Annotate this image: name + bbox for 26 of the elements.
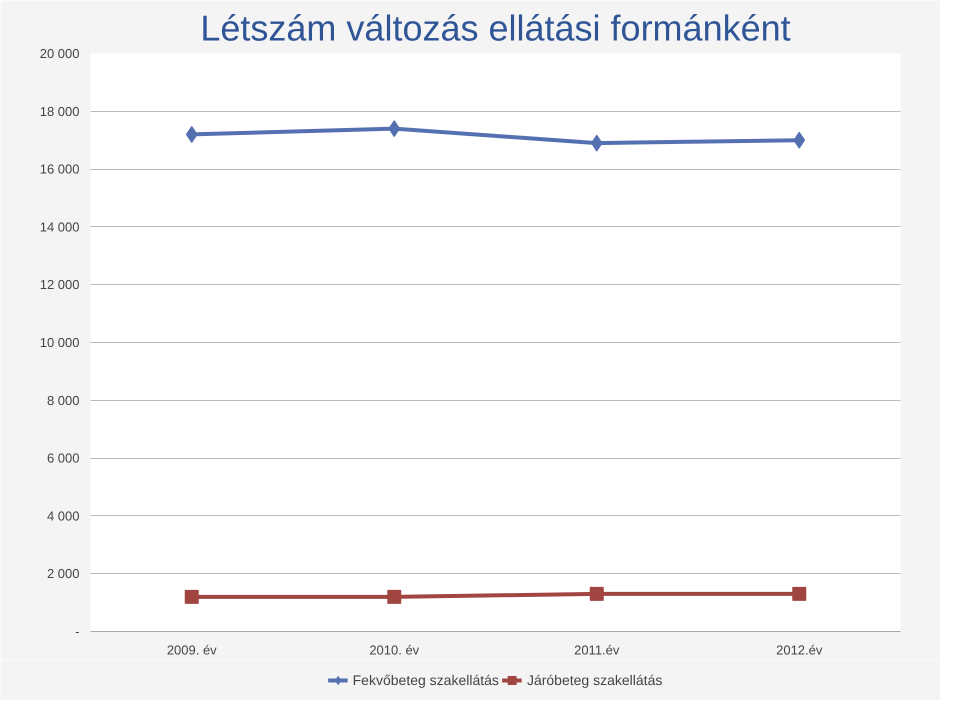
y-tick-label: 6 000 bbox=[46, 450, 80, 466]
y-tick-label: 12 000 bbox=[40, 277, 80, 292]
y-tick-label: 14 000 bbox=[40, 219, 80, 234]
chart-title: Létszám változás ellátási formánként bbox=[200, 8, 791, 48]
y-tick-label: 2 000 bbox=[46, 566, 80, 582]
y-tick-label: 8 000 bbox=[46, 392, 80, 408]
x-tick-label: 2012.év bbox=[776, 642, 823, 658]
x-tick-label: 2009. év bbox=[166, 642, 218, 658]
x-tick-label: 2010. év bbox=[369, 642, 420, 658]
y-tick-label: - bbox=[75, 624, 80, 639]
point bbox=[388, 120, 400, 138]
point bbox=[590, 134, 603, 152]
point bbox=[184, 590, 199, 604]
point bbox=[792, 586, 806, 601]
point bbox=[793, 132, 806, 149]
y-tick-label: 18 000 bbox=[40, 104, 80, 119]
y-tick-label: 20 000 bbox=[40, 46, 80, 61]
legend-label: Járóbeteg szakellátás bbox=[526, 672, 662, 688]
y-tick-label: 16 000 bbox=[40, 162, 80, 177]
point bbox=[387, 590, 402, 604]
y-tick-label: 10 000 bbox=[40, 335, 80, 350]
y-tick-label: 4 000 bbox=[46, 508, 80, 524]
point bbox=[590, 586, 604, 601]
point bbox=[186, 126, 198, 143]
x-tick-label: 2011.év bbox=[574, 642, 620, 658]
legend-label: Fekvőbeteg szakellátás bbox=[352, 672, 499, 688]
